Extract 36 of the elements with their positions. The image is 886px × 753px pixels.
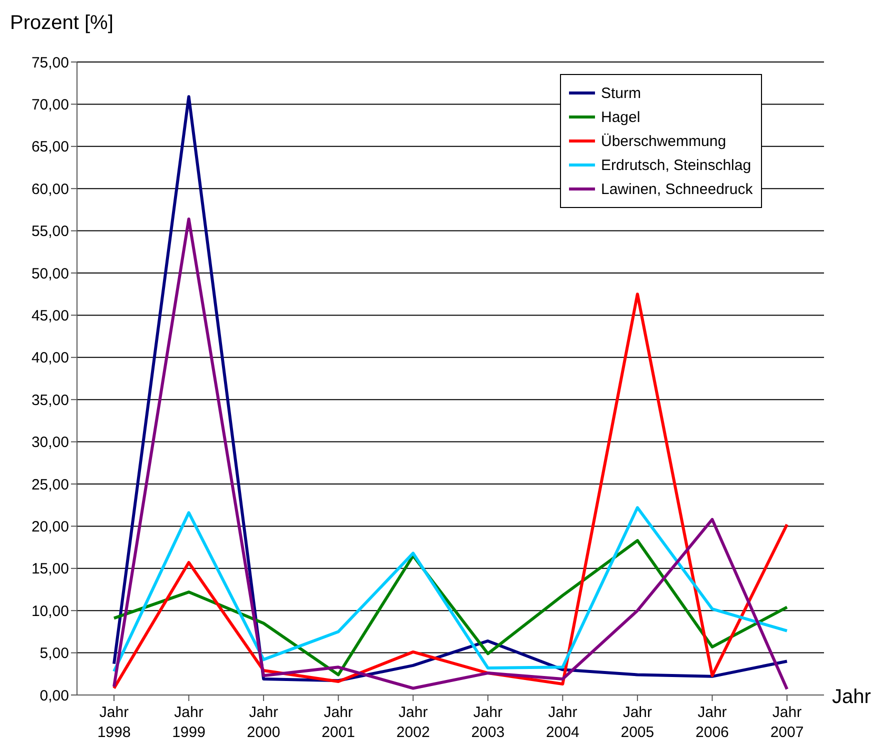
y-tick-label: 60,00	[31, 180, 69, 198]
y-tick-label: 75,00	[31, 54, 69, 72]
legend-label: Überschwemmung	[601, 132, 726, 150]
line-series	[112, 292, 788, 690]
x-tick-label: Jahr 2006	[696, 704, 729, 741]
legend-label: Hagel	[601, 108, 640, 126]
y-tick-label: 30,00	[31, 434, 69, 452]
legend-label: Sturm	[601, 84, 642, 102]
x-axis-title: Jahr	[832, 686, 871, 709]
x-tick-label: Jahr 2004	[546, 704, 580, 741]
x-tick-label: Jahr 2005	[620, 704, 654, 741]
y-axis-title: Prozent [%]	[10, 12, 114, 35]
y-tick-label: 65,00	[31, 138, 69, 156]
y-tick-label: 55,00	[31, 223, 69, 240]
y-tick-label: 20,00	[31, 518, 69, 536]
y-tick-label: 40,00	[31, 350, 69, 367]
legend-label: Lawinen, Schneedruck	[601, 180, 753, 198]
line-series	[112, 506, 788, 673]
line-series	[112, 217, 788, 691]
y-tick-label: 5,00	[40, 645, 69, 662]
x-tick-label: Jahr 1999	[172, 704, 206, 741]
x-tick-label: Jahr 1998	[97, 704, 131, 741]
y-tick-label: 10,00	[31, 602, 69, 620]
y-tick-label: 15,00	[31, 560, 69, 578]
y-tick-label: 35,00	[31, 392, 69, 409]
y-tick-label: 0,00	[40, 687, 69, 704]
x-tick-label: Jahr 2002	[396, 704, 430, 741]
y-tick-label: 70,00	[31, 96, 69, 114]
y-tick-label: 50,00	[31, 265, 69, 282]
y-tick-label: 45,00	[31, 308, 69, 325]
x-tick-label: Jahr 2000	[246, 704, 280, 741]
x-tick-label: Jahr 2001	[322, 704, 356, 741]
x-tick-label: Jahr 2003	[471, 704, 505, 741]
legend-label: Erdrutsch, Steinschlag	[601, 156, 752, 174]
y-tick-label: 25,00	[31, 476, 69, 494]
x-tick-label: Jahr 2007	[770, 704, 804, 741]
